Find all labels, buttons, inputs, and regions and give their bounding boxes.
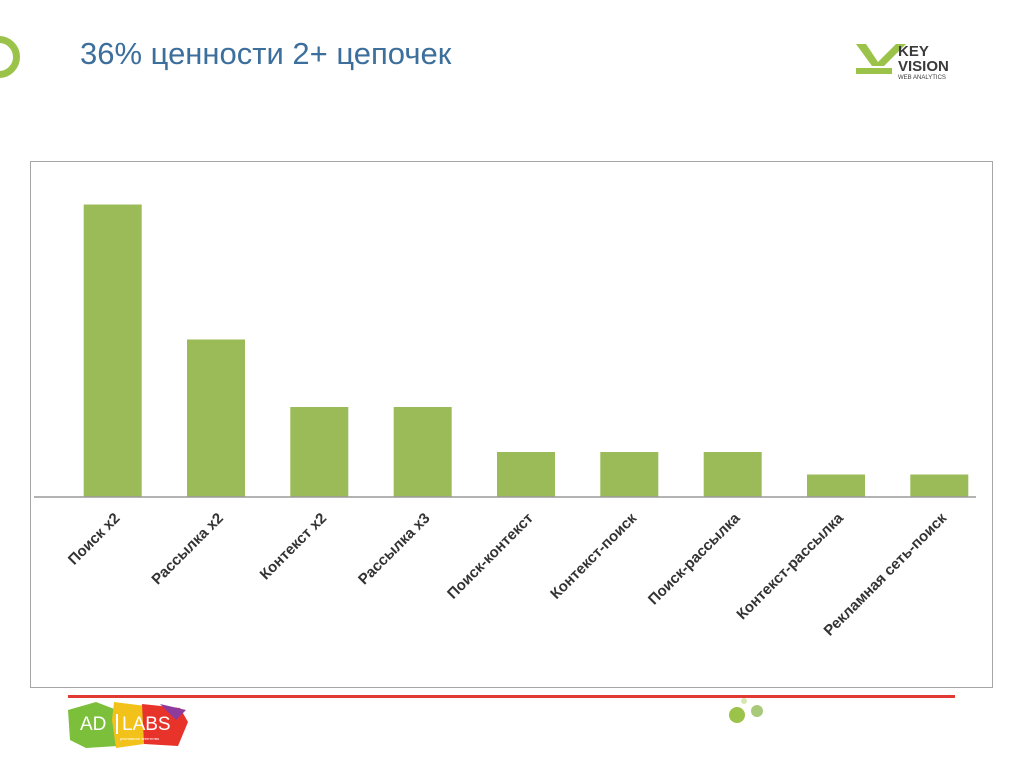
chart-bar [807,474,865,497]
chart-bar [290,407,349,497]
keyvision-logo-mark [856,44,906,66]
dot-medium [751,705,763,717]
adlabs-logo-part1: AD [80,714,106,735]
chart-bar [600,452,659,497]
category-label: Поиск x2 [65,510,124,569]
adlabs-logo-separator [116,714,118,734]
chart-bar [393,407,452,497]
adlabs-logo-shape-accent [160,704,186,720]
dot-small-top [741,698,747,704]
category-label: Контекст-поиск [547,509,640,602]
slide-title: 36% ценности 2+ цепочек [80,36,452,71]
adlabs-logo-part2: LABS [122,714,171,735]
keyvision-logo: KEY VISION WEB ANALYTICS [856,43,949,81]
dot-large [729,707,745,723]
chart-bar [497,452,555,497]
chart-bar [910,474,969,497]
category-label: Рекламная сеть-поиск [821,509,951,639]
footer-divider [68,695,955,698]
chart-frame: Поиск x2 Рассылка x2 Контекст x2 Рассылка x… [30,161,993,688]
chart-bar [83,204,142,497]
adlabs-logo-shape-left [68,702,122,748]
chart-bar [703,452,762,497]
category-label: Контекст x2 [257,510,330,583]
corner-ring-decoration [0,36,20,78]
keyvision-logo-bar [856,68,892,74]
adlabs-logo: AD LABS рекламное агентство [68,702,188,748]
category-label: Поиск-рассылка [645,509,744,608]
bar-chart: Поиск x2 Рассылка x2 Контекст x2 Рассылка x… [34,204,976,639]
adlabs-logo-shape-mid [112,702,146,748]
category-label: Контекст-рассылка [733,509,847,623]
category-label: Рассылка x3 [355,510,433,588]
dots-decoration [729,698,763,723]
keyvision-logo-line1: KEY [898,43,929,60]
chart-bar [187,339,245,497]
keyvision-logo-line2: VISION [898,58,949,75]
keyvision-logo-line3: WEB ANALYTICS [898,75,946,81]
category-label: Поиск-контекст [444,510,537,603]
category-label: Рассылка x2 [148,510,226,588]
adlabs-logo-tagline: рекламное агентство [120,736,160,741]
